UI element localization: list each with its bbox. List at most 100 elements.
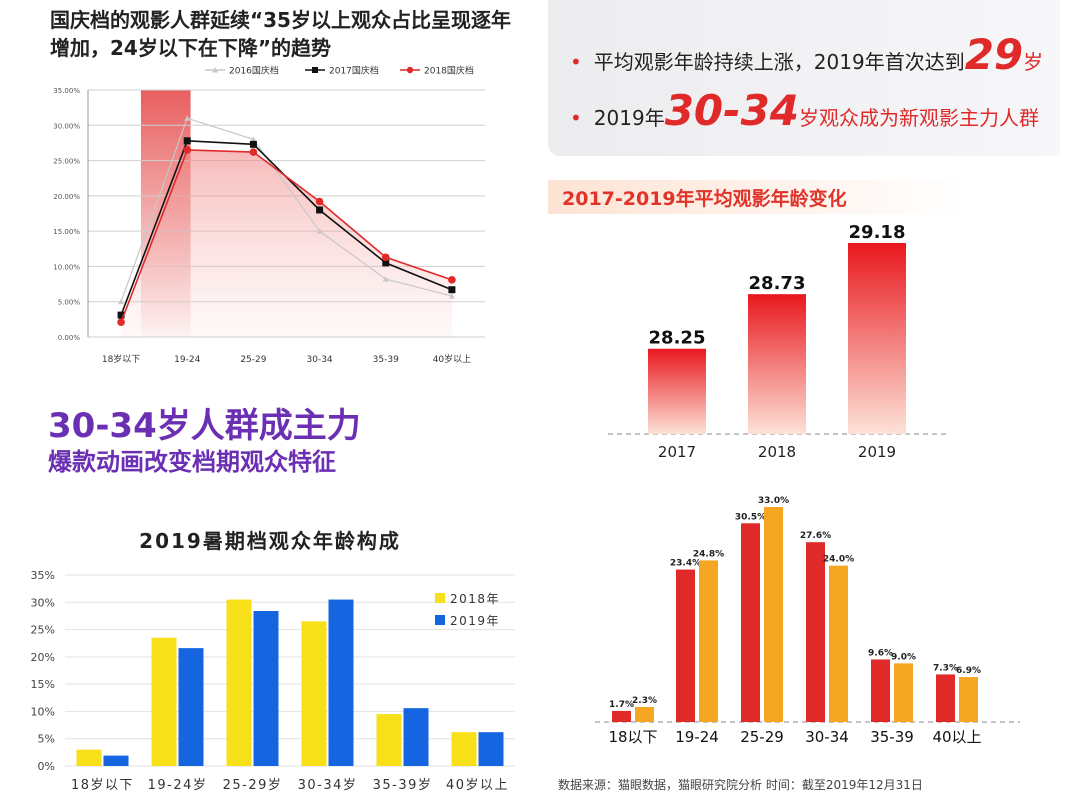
data-point <box>448 286 456 294</box>
bar-value-label: 2.3% <box>632 696 657 706</box>
y-tick-label: 10.00% <box>53 263 80 271</box>
bar <box>376 714 402 766</box>
bar-value-label: 29.18 <box>849 222 906 243</box>
y-tick-label: 15.00% <box>53 228 80 236</box>
bar <box>253 611 279 766</box>
data-point <box>448 276 456 284</box>
x-tick-label: 25-29 <box>740 728 784 746</box>
y-tick-label: 35.00% <box>53 87 80 95</box>
data-source: 数据来源：猫眼数据，猫眼研究院分析 时间：截至2019年12月31日 <box>558 778 923 792</box>
y-tick-label: 20% <box>31 651 55 664</box>
y-tick-label: 5.00% <box>58 299 81 307</box>
y-tick-label: 10% <box>31 705 55 718</box>
legend-label: 2016国庆档 <box>229 65 279 77</box>
bar <box>178 648 204 766</box>
bar <box>612 710 631 722</box>
data-point <box>117 318 125 326</box>
x-tick-label: 40以上 <box>932 728 981 746</box>
x-tick-label: 30-34 <box>805 728 849 746</box>
x-tick-label: 30-34岁 <box>298 778 358 793</box>
bullet-dot-icon: • <box>570 106 582 130</box>
bar-value-label: 27.6% <box>800 531 831 541</box>
x-tick-label: 35-39 <box>373 355 399 365</box>
bar-value-label: 6.9% <box>956 666 981 676</box>
bar <box>741 523 760 722</box>
legend-label: 2018年 <box>450 592 500 606</box>
highlight-box: • 平均观影年龄持续上涨，2019年首次达到29岁 • 2019年30-34岁观众成… <box>548 0 1060 156</box>
bullet-dot-icon: • <box>570 50 582 74</box>
bar <box>806 542 825 722</box>
section-title: 30-34岁人群成主力 <box>48 406 361 446</box>
bar-value-label: 23.4% <box>670 559 701 569</box>
x-tick-label: 30-34 <box>307 355 333 365</box>
avg-age-bar-chart: 28.25 2017 28.73 2018 29.18 2019 <box>608 222 950 461</box>
bar <box>764 507 783 722</box>
data-point <box>118 298 125 305</box>
x-tick-label: 18岁以下 <box>71 778 134 793</box>
x-tick-label: 2018 <box>758 443 796 461</box>
y-tick-label: 25% <box>31 624 55 637</box>
data-point <box>316 228 323 234</box>
y-tick-label: 0.00% <box>58 334 81 342</box>
bar-value-label: 24.0% <box>823 555 854 565</box>
national-day-title: 国庆档的观影人群延续“35岁以上观众占比呈现逐年增加，24岁以下在下降”的趋势 <box>50 8 511 60</box>
bullet-text: 平均观影年龄持续上涨，2019年首次达到 <box>593 50 965 74</box>
x-tick-label: 35-39岁 <box>373 778 433 793</box>
y-tick-label: 30.00% <box>53 122 80 130</box>
legend-marker <box>212 67 218 73</box>
bar <box>301 621 327 766</box>
legend-swatch <box>435 615 445 625</box>
summer-bar-chart: 2019暑期档观众年龄构成 0% 5% 10% 15% 20% 25% 30% 35% 18岁以下… <box>31 529 515 793</box>
bar <box>848 243 906 434</box>
bar <box>76 749 102 766</box>
legend-label: 2017国庆档 <box>329 65 379 77</box>
series-line <box>120 149 453 323</box>
bar <box>478 732 504 766</box>
data-point <box>315 197 324 206</box>
bar <box>403 708 429 766</box>
data-point <box>184 115 191 121</box>
y-tick-label: 35% <box>31 569 55 582</box>
data-point <box>183 146 192 154</box>
y-tick-label: 30% <box>31 596 55 609</box>
bar-value-label: 7.3% <box>933 663 958 673</box>
bar <box>894 663 913 722</box>
x-tick-label: 2017 <box>658 443 696 461</box>
bar-value-label: 28.73 <box>749 273 806 294</box>
data-point <box>381 253 390 262</box>
x-tick-label: 25-29 <box>240 355 266 365</box>
y-tick-label: 25.00% <box>53 158 80 166</box>
legend-marker <box>312 67 318 73</box>
data-point <box>183 137 191 145</box>
bar-value-label: 1.7% <box>609 700 634 710</box>
x-tick-label: 25-29岁 <box>223 778 283 793</box>
x-tick-label: 19-24 <box>675 728 719 746</box>
avg-age-title: 2017-2019年平均观影年龄变化 <box>562 188 847 210</box>
y-tick-label: 15% <box>31 678 55 691</box>
bullet-avg-age: • 平均观影年龄持续上涨，2019年首次达到29岁 <box>570 30 1043 79</box>
bar <box>151 637 177 766</box>
data-point <box>250 136 257 142</box>
data-point <box>448 293 455 299</box>
bar-value-label: 9.0% <box>891 652 916 662</box>
bar <box>648 348 706 434</box>
y-tick-label: 5% <box>38 733 55 746</box>
data-point <box>382 276 389 282</box>
section-subtitle: 爆款动画改变档期观众特征 <box>48 448 336 476</box>
bar-value-label: 24.8% <box>693 549 724 559</box>
bar-value-label: 30.5% <box>735 512 766 522</box>
bar <box>676 569 695 722</box>
bar <box>748 294 806 434</box>
bar <box>328 599 354 766</box>
x-tick-label: 2019 <box>858 443 896 461</box>
bar-value-label: 9.6% <box>868 648 893 658</box>
data-point <box>249 148 258 156</box>
bar <box>451 732 477 766</box>
x-tick-label: 19-24 <box>174 355 200 365</box>
bar <box>699 560 718 722</box>
y-tick-label: 20.00% <box>53 193 80 201</box>
data-point <box>382 259 390 267</box>
x-tick-label: 18岁以下 <box>102 353 140 365</box>
legend-swatch <box>435 593 445 603</box>
highlight-number: 29 <box>964 30 1024 79</box>
